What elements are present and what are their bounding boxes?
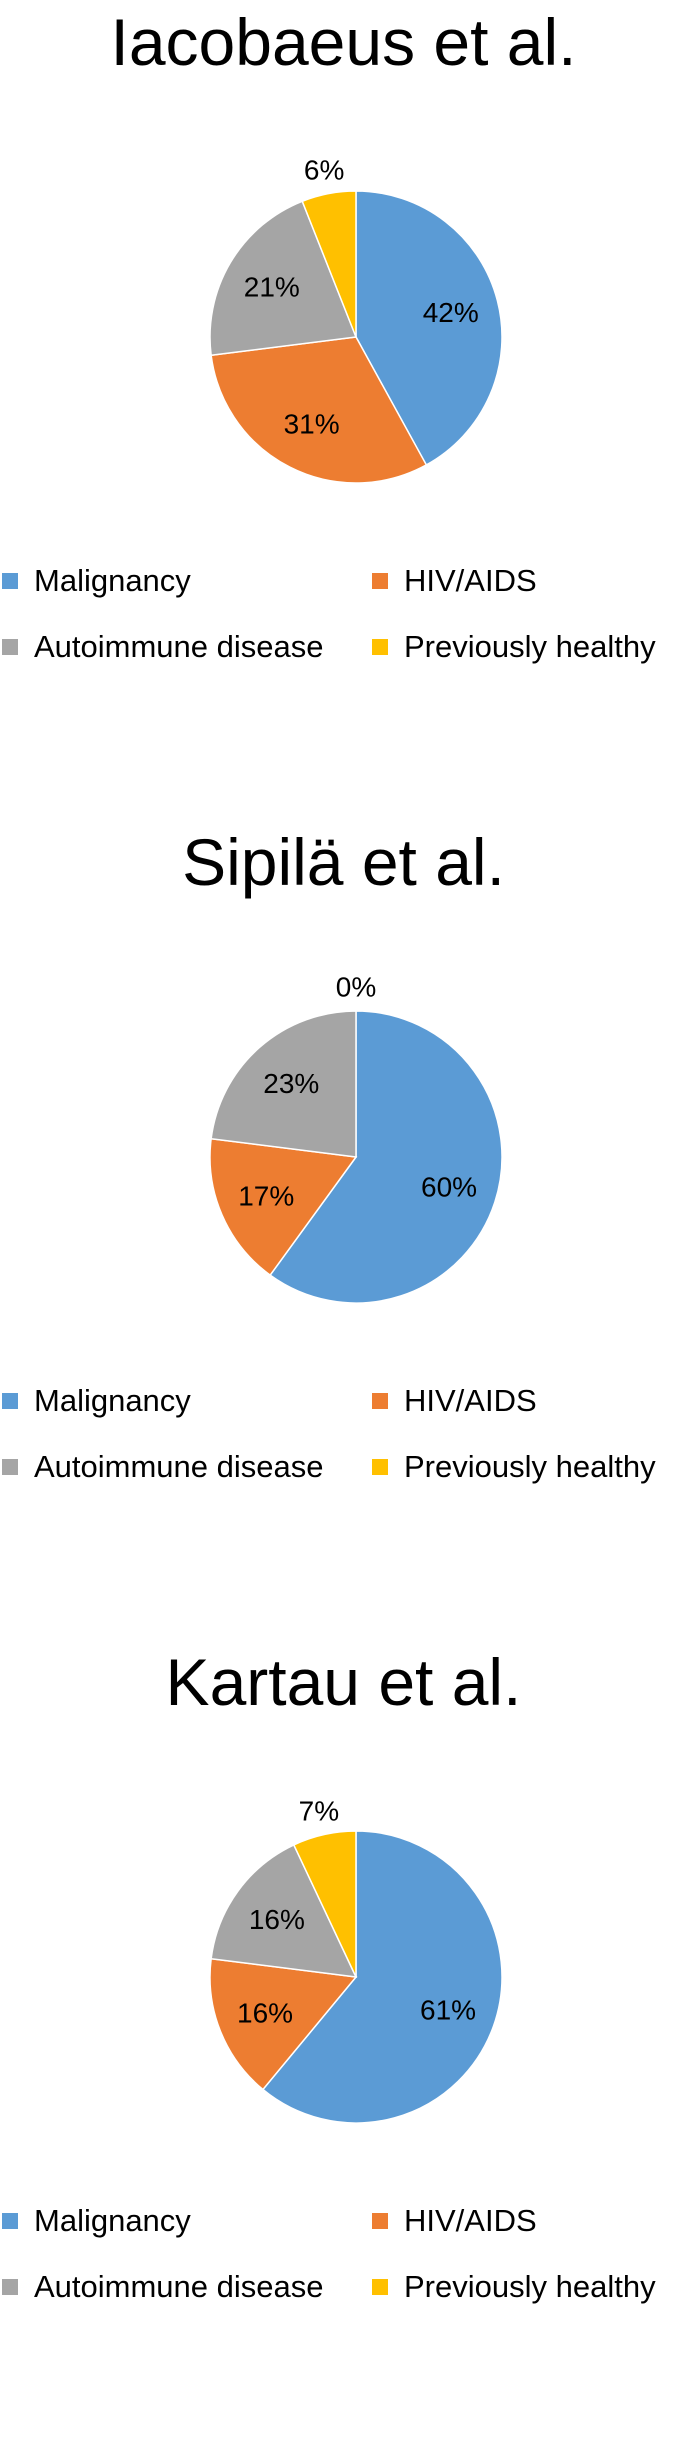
legend-label: Malignancy [34,1383,191,1418]
legend-swatch [2,1459,18,1475]
chart-legend: Malignancy HIV/AIDS Autoimmune disease P… [0,2203,687,2323]
legend-label: HIV/AIDS [404,563,537,598]
legend-swatch [372,1393,388,1409]
pie-slice-malignancy [269,1010,503,1304]
pie-slice-hiv-aids [209,1137,358,1277]
legend-swatch [372,1459,388,1475]
pie-chart-iacobaeus: 42% 31% 21% 6% [209,155,503,484]
data-label-autoimmune: 21% [244,272,300,303]
legend-swatch [2,1393,18,1409]
data-label-malignancy: 42% [423,297,479,328]
pie-chart-kartau: 61% 16% 16% 7% [209,1796,503,2124]
chart-legend: Malignancy HIV/AIDS Autoimmune disease P… [0,1383,687,1503]
legend-label: Autoimmune disease [34,2269,324,2304]
data-label-hiv-aids: 31% [284,409,340,440]
legend-label: Malignancy [34,2203,191,2238]
data-label-autoimmune: 23% [263,1068,319,1099]
data-label-previously-healthy: 6% [304,155,344,186]
legend-swatch [372,639,388,655]
chart-title: Iacobaeus et al. [110,5,577,79]
pie-slice-autoimmune [210,1010,357,1158]
data-label-previously-healthy: 0% [336,972,376,1003]
pie-slice-previously-healthy [301,190,357,338]
pie-chart-sipila: 60% 17% 23% 0% [209,972,503,1304]
data-label-malignancy: 60% [421,1172,477,1203]
legend-swatch [372,2279,388,2295]
pie-slice-hiv-aids [210,336,428,484]
data-label-previously-healthy: 7% [299,1796,339,1827]
legend-swatch [372,2213,388,2229]
pie-slice-autoimmune [209,200,358,357]
pie-slice-malignancy [355,190,503,466]
data-label-autoimmune: 16% [249,1904,305,1935]
chart-title: Sipilä et al. [182,825,505,899]
legend-swatch [2,639,18,655]
legend-label: Autoimmune disease [34,629,324,664]
legend-swatch [2,2279,18,2295]
pie-slice-malignancy [261,1830,503,2124]
chart-title: Kartau et al. [165,1645,522,1719]
legend-label: Previously healthy [404,629,656,664]
data-label-hiv-aids: 16% [237,1998,293,2029]
legend-label: Previously healthy [404,1449,656,1484]
pie-slice-autoimmune [210,1843,358,1978]
legend-label: HIV/AIDS [404,2203,537,2238]
chart-legend: Malignancy HIV/AIDS Autoimmune disease P… [0,563,687,683]
legend-label: Previously healthy [404,2269,656,2304]
legend-label: HIV/AIDS [404,1383,537,1418]
pie-slice-previously-healthy [292,1830,357,1978]
legend-swatch [372,573,388,589]
data-label-hiv-aids: 17% [238,1180,294,1211]
legend-swatch [2,2213,18,2229]
pie-slice-hiv-aids [209,1957,358,2091]
data-label-malignancy: 61% [420,1995,476,2026]
legend-label: Autoimmune disease [34,1449,324,1484]
legend-swatch [2,573,18,589]
legend-label: Malignancy [34,563,191,598]
